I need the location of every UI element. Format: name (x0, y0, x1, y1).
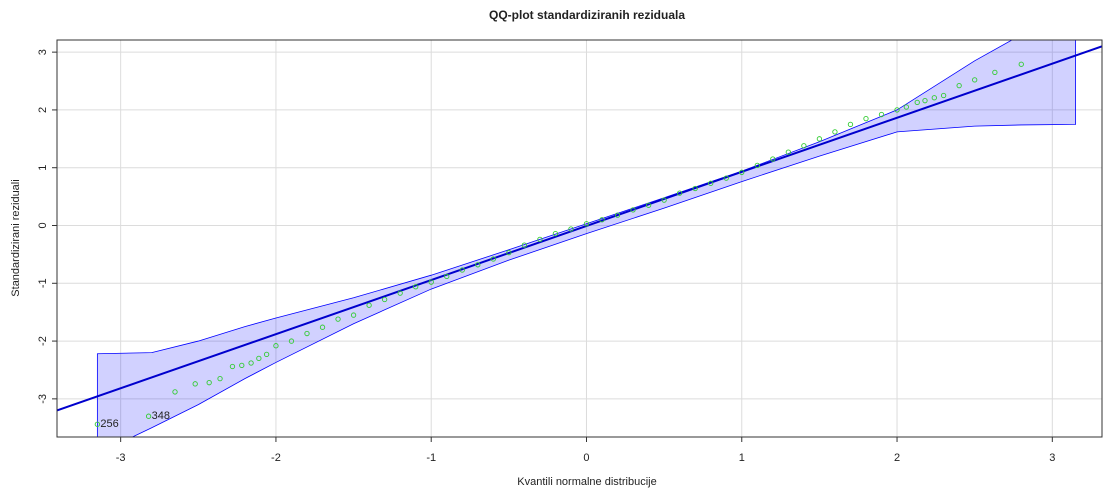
data-point (192, 381, 198, 387)
data-point (739, 169, 745, 175)
point-label: 256 (100, 418, 118, 430)
data-point (708, 180, 714, 186)
data-point (350, 312, 357, 318)
data-point (583, 221, 590, 227)
x-axis-label: Kvantili normalne distribucije (517, 476, 656, 488)
reference-line (57, 45, 1102, 412)
data-point (413, 284, 419, 290)
data-point (172, 389, 178, 395)
data-point (754, 162, 760, 169)
data-point (878, 111, 885, 118)
x-tick-label: 2 (894, 452, 900, 464)
data-point (956, 83, 962, 89)
y-tick-label: -2 (37, 336, 49, 346)
y-tick-label: 3 (37, 49, 49, 55)
x-tick-label: 0 (583, 452, 589, 464)
data-point (972, 77, 978, 83)
data-point (537, 236, 543, 243)
data-point (914, 99, 920, 106)
data-point (521, 242, 528, 248)
x-tick-label: -2 (271, 452, 281, 464)
data-point (428, 279, 434, 285)
data-point (319, 324, 326, 330)
data-point (381, 296, 388, 303)
data-point (366, 302, 372, 308)
data-point (444, 273, 450, 280)
data-point (229, 363, 236, 370)
data-point (335, 316, 341, 322)
data-point (256, 355, 262, 362)
data-point (599, 217, 605, 223)
x-tick-label: 1 (739, 452, 745, 464)
data-point (863, 115, 869, 122)
data-point (475, 262, 481, 268)
data-point (630, 207, 636, 213)
data-point (552, 230, 559, 237)
data-point (506, 250, 512, 256)
data-point (692, 185, 698, 192)
data-point (94, 421, 101, 427)
data-point (217, 375, 223, 382)
data-point (940, 92, 947, 99)
data-point (922, 98, 928, 104)
data-point (847, 121, 854, 128)
x-tick-label: 3 (1049, 452, 1055, 464)
plot-frame (56, 39, 1103, 438)
chart-title: QQ-plot standardiziranih reziduala (489, 8, 685, 22)
data-point (397, 290, 403, 296)
data-point (992, 69, 998, 76)
data-point (304, 330, 310, 337)
grid (57, 40, 1102, 437)
data-point (288, 338, 295, 344)
data-point (239, 362, 245, 368)
y-tick-label: 2 (37, 107, 49, 113)
data-point (568, 226, 574, 232)
data-point (661, 197, 667, 203)
data-point (677, 190, 683, 196)
confidence-band (96, 40, 1077, 437)
data-point (723, 175, 729, 181)
data-point (490, 256, 496, 262)
y-tick-label: 1 (37, 165, 49, 171)
plot-area: 256 348 (57, 40, 1102, 437)
x-tick-label: -1 (426, 452, 436, 464)
data-point (263, 351, 270, 358)
y-axis-label: Standardizirani reziduali (10, 179, 22, 296)
x-tick-label: -3 (116, 452, 126, 464)
data-point (459, 267, 465, 273)
data-point (801, 143, 807, 149)
data-point (145, 413, 152, 419)
data-point (785, 149, 791, 155)
data-point (770, 156, 776, 162)
data-point (206, 380, 212, 386)
data-point (248, 360, 254, 366)
data-point (645, 202, 652, 208)
y-tick-label: -1 (37, 278, 49, 288)
data-point (1018, 61, 1024, 67)
data-point (816, 136, 823, 142)
y-tick-label: -3 (37, 394, 49, 404)
data-point (894, 107, 900, 113)
axes: -3 -2 -1 0 1 2 3 -3 -2 -1 0 1 2 3 (37, 49, 1055, 464)
data-point (931, 95, 937, 101)
point-label: 348 (152, 410, 170, 422)
data-point (832, 129, 838, 135)
y-tick-label: 0 (37, 222, 49, 228)
data-point (614, 212, 621, 218)
data-point (273, 343, 279, 349)
data-point (903, 104, 910, 110)
